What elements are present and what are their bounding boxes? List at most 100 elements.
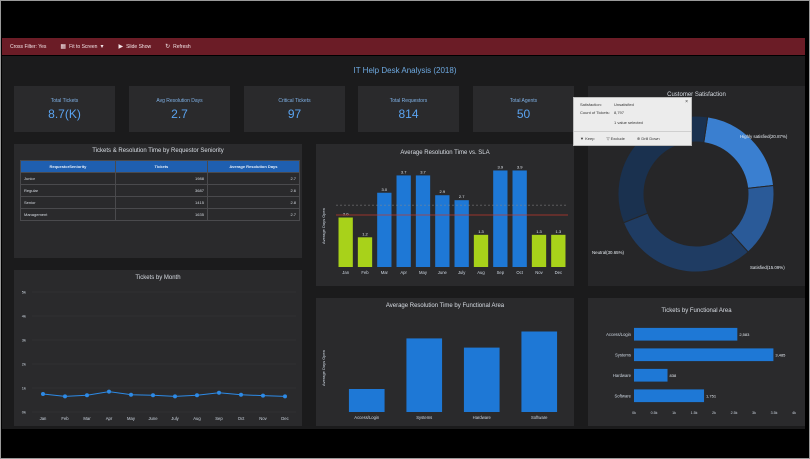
kpi-value: 8.7(K): [48, 107, 81, 121]
data-label: 838: [670, 373, 677, 378]
y-tick-label: 4k: [22, 314, 26, 319]
bar: [634, 327, 738, 341]
slide-show-button[interactable]: ▶ Slide Show: [118, 43, 152, 51]
data-point: [85, 393, 89, 398]
slideshow-icon: ▶: [118, 44, 124, 50]
table-row[interactable]: Senior 1415 2.8: [20, 196, 301, 209]
kpi-value: 97: [287, 107, 302, 121]
data-label: 3.9: [498, 164, 504, 169]
drill-down-icon: ⊕: [636, 136, 641, 141]
close-icon[interactable]: ×: [685, 99, 688, 105]
x-tick-label: June: [148, 416, 158, 421]
selection-tooltip[interactable]: Satisfaction: Unsatisfied Count of Ticket…: [573, 97, 692, 146]
pie-slice: [703, 116, 775, 189]
x-tick-label: Dec: [555, 270, 562, 275]
data-label: 2.0: [343, 212, 349, 217]
x-tick-label: Oct: [238, 416, 245, 421]
x-tick-label: 3k: [752, 411, 756, 415]
data-point: [107, 389, 111, 394]
y-tick-label: 1k: [22, 386, 26, 391]
table-row[interactable]: Regular 3687 2.6: [20, 184, 301, 197]
kpi-avg-resolution-days[interactable]: Avg Resolution Days 2.7: [129, 86, 230, 132]
kpi-value: 814: [398, 107, 419, 121]
tooltip-actions: ▼ Keep ▽ Exclude ⊕ Drill Down: [574, 131, 691, 145]
tickets-by-area-title: Tickets by Functional Area: [661, 308, 732, 314]
kpi-label: Total Agents: [509, 98, 538, 104]
x-tick-label: Systems: [416, 415, 432, 420]
table-cell: 2.6: [206, 184, 301, 197]
bar: [634, 389, 705, 403]
column-header[interactable]: RequestorSeniority: [20, 160, 116, 173]
data-label: 1,751: [706, 393, 717, 398]
resolution-vs-sla-chart: Average Days Open 2.0 Jan 1.2 Feb 3.0 Mar 3.7 A…: [321, 164, 568, 275]
customer-satisfaction-title: Customer Satisfaction: [667, 92, 726, 98]
table-cell: Management: [20, 208, 116, 221]
kpi-value: 50: [516, 107, 531, 121]
tickets-by-month-panel[interactable]: Tickets by Month 0k 1k 2k 3k 4k 5k Jan Feb Mar Ap…: [14, 270, 302, 426]
toolbar: Cross Filter: Yes ▦ Fit to Screen ▾ ▶ Sl…: [2, 38, 805, 55]
tooltip-key: Count of Tickets:: [580, 110, 610, 115]
tickets-by-month-title: Tickets by Month: [135, 275, 181, 281]
bar: [348, 389, 385, 412]
refresh-button[interactable]: ↻ Refresh: [165, 43, 191, 51]
y-tick-label: Hardware: [613, 373, 632, 378]
data-point: [283, 394, 287, 399]
table-row[interactable]: Management 1635 2.7: [20, 208, 301, 221]
table-cell: Senior: [20, 196, 116, 209]
seniority-table-panel[interactable]: Tickets & Resolution Time by Requestor S…: [14, 144, 302, 258]
kpi-total-agents[interactable]: Total Agents 50: [473, 86, 574, 132]
column-header[interactable]: Tickets: [114, 160, 208, 173]
bar: [531, 234, 547, 267]
y-tick-label: Access/Login: [606, 332, 632, 337]
exclude-button[interactable]: ▽ Exclude: [606, 136, 624, 141]
kpi-label: Avg Resolution Days: [156, 98, 203, 104]
resolution-vs-sla-panel[interactable]: Average Resolution Time vs. SLA Average …: [316, 144, 574, 286]
bar: [512, 170, 527, 267]
table-row[interactable]: Junior 1988 2.7: [20, 172, 301, 185]
cross-filter-button[interactable]: Cross Filter: Yes: [10, 44, 46, 50]
x-tick-label: July: [458, 270, 466, 275]
drill-down-label: Drill Down: [641, 136, 660, 141]
bar: [521, 331, 558, 412]
x-tick-label: Mar: [83, 416, 91, 421]
kpi-total-tickets[interactable]: Total Tickets 8.7(K): [14, 86, 115, 132]
x-tick-label: Dec: [281, 416, 288, 421]
kpi-label: Total Tickets: [50, 98, 79, 104]
data-point: [129, 392, 133, 397]
column-header[interactable]: Average Resolution Days: [206, 160, 301, 173]
tickets-by-area-panel[interactable]: Tickets by Functional Area Access/Login 2…: [588, 298, 805, 426]
data-label: 3.7: [420, 169, 426, 174]
slide-show-label: Slide Show: [126, 43, 152, 50]
fit-to-screen-button[interactable]: ▦ Fit to Screen ▾: [60, 43, 106, 51]
table-cell: 3687: [114, 184, 208, 197]
kpi-total-requestors[interactable]: Total Requestors 814: [358, 86, 459, 132]
tooltip-selected: 1 value selected: [614, 120, 643, 125]
table-cell: 1415: [114, 196, 208, 209]
data-point: [261, 393, 265, 398]
refresh-label: Refresh: [173, 43, 191, 50]
data-label: 3.7: [401, 169, 407, 174]
x-tick-label: Software: [531, 415, 548, 420]
drill-down-button[interactable]: ⊕ Drill Down: [637, 136, 660, 141]
x-tick-label: Nov: [535, 270, 543, 275]
customer-satisfaction-panel[interactable]: Customer Satisfaction Highly satisfied(2…: [588, 86, 805, 286]
resolution-by-area-panel[interactable]: Average Resolution Time by Functional Ar…: [316, 298, 574, 426]
fit-to-screen-label: Fit to Screen: [69, 43, 98, 50]
slice-label: Satisfied(15.09%): [750, 265, 785, 270]
filter-icon: ▼: [580, 136, 584, 141]
chevron-down-icon: ▾: [100, 44, 104, 50]
x-tick-label: Oct: [516, 270, 523, 275]
bar: [634, 348, 774, 362]
x-tick-label: May: [419, 270, 428, 275]
kpi-critical-tickets[interactable]: Critical Tickets 97: [244, 86, 345, 132]
bar: [357, 237, 373, 267]
x-tick-label: 0.5k: [651, 411, 658, 415]
data-label: 1.3: [556, 229, 562, 234]
table-header-row: RequestorSeniority Tickets Average Resol…: [20, 160, 301, 173]
bar: [551, 234, 566, 267]
pie-slice: [622, 212, 749, 273]
kpi-label: Critical Tickets: [278, 98, 311, 104]
keep-button[interactable]: ▼ Keep: [580, 136, 594, 141]
x-tick-label: Jan: [342, 270, 349, 275]
y-tick-label: Systems: [615, 352, 631, 357]
